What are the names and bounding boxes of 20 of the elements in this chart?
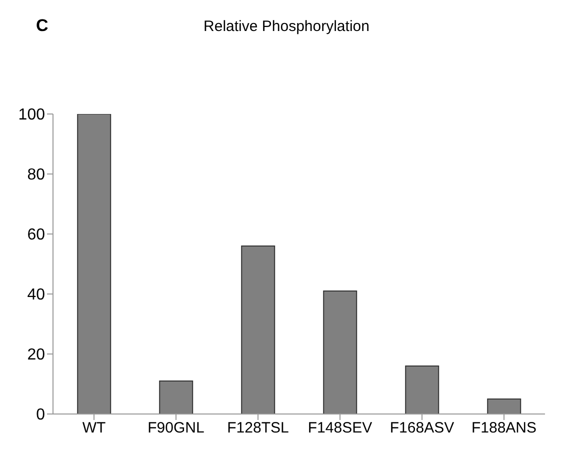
y-tick-label: 60 (27, 226, 46, 244)
x-tick-label: F168ASV (390, 420, 454, 437)
x-tick-label: WT (82, 420, 106, 437)
x-tick-label: F188ANS (471, 420, 537, 437)
bar (77, 114, 112, 414)
bar (241, 246, 276, 414)
x-tick-label: F148SEV (308, 420, 372, 437)
bar (487, 398, 522, 414)
y-tick-label: 80 (27, 166, 46, 184)
y-tick-label: 0 (36, 406, 46, 424)
x-tick-label: F128TSL (227, 420, 289, 437)
y-tick-label: 20 (27, 346, 46, 364)
x-tick-label: F90GNL (148, 420, 204, 437)
bar (159, 380, 194, 414)
chart-title: Relative Phosphorylation (204, 18, 370, 35)
y-tick-label: 40 (27, 286, 46, 304)
bar (405, 366, 440, 414)
text: C (36, 16, 48, 36)
y-tick-label: 100 (18, 106, 46, 124)
bar (323, 290, 358, 414)
